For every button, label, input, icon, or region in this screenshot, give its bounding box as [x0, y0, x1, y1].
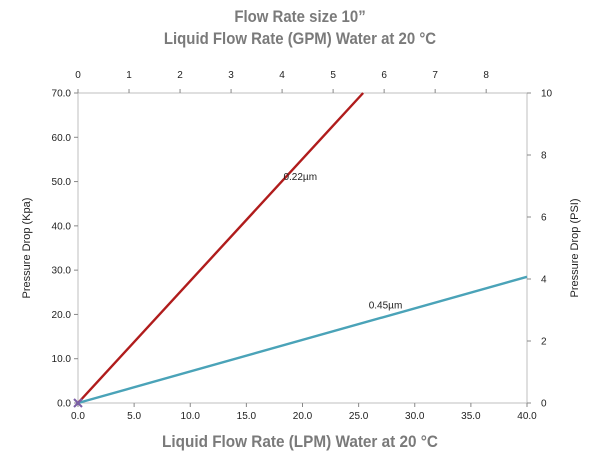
x2-tick-label: 5 — [330, 70, 336, 81]
x2-tick-label: 3 — [228, 70, 234, 81]
chart-title: Flow Rate size 10” — [234, 7, 366, 26]
y2-tick-label: 0 — [541, 399, 547, 410]
origin-marker — [73, 398, 83, 408]
x-tick-label: 15.0 — [237, 411, 257, 422]
series-line-b — [77, 275, 528, 405]
y2-tick-label: 8 — [541, 151, 547, 162]
y-tick-label: 50.0 — [52, 177, 72, 188]
chart-subtitle: Liquid Flow Rate (GPM) Water at 20 °C — [163, 29, 437, 48]
y-tick-label: 0.0 — [57, 399, 71, 410]
y2-tick-label: 6 — [541, 213, 547, 224]
series-label-0-45um: 0.45µm — [369, 301, 403, 312]
x-axis-title: Liquid Flow Rate (LPM) Water at 20 °C — [162, 432, 438, 451]
x-tick-label: 30.0 — [405, 411, 425, 422]
y2-tick-label: 2 — [541, 337, 547, 348]
plot-frame — [77, 92, 528, 404]
y-tick-label: 30.0 — [52, 266, 72, 277]
y-tick-label: 70.0 — [52, 89, 72, 100]
x-tick-label: 0.0 — [71, 411, 85, 422]
y2-axis-title: Pressure Drop (PSI) — [569, 198, 581, 297]
x-tick-label: 20.0 — [293, 411, 313, 422]
y-tick-label: 60.0 — [52, 133, 72, 144]
series-line-a — [77, 92, 364, 404]
x-tick-label: 10.0 — [181, 411, 201, 422]
x-tick-label: 35.0 — [461, 411, 481, 422]
x-tick-label: 40.0 — [517, 411, 537, 422]
x-tick-label: 5.0 — [127, 411, 141, 422]
series-label-0-22um: 0.22µm — [283, 172, 317, 183]
y-axis-title: Pressure Drop (Kpa) — [21, 198, 33, 299]
y-tick-label: 10.0 — [52, 354, 72, 365]
x2-tick-label: 8 — [483, 70, 489, 81]
chart-title-block: Flow Rate size 10” Liquid Flow Rate (GPM… — [0, 6, 600, 50]
y-tick-label: 20.0 — [52, 310, 72, 321]
x2-tick-label: 2 — [177, 70, 183, 81]
x2-tick-label: 7 — [432, 70, 438, 81]
y-tick-label: 40.0 — [52, 221, 72, 232]
y2-tick-label: 4 — [541, 275, 547, 286]
y2-tick-label: 10 — [541, 89, 553, 100]
x2-tick-label: 6 — [381, 70, 387, 81]
x2-tick-label: 1 — [126, 70, 132, 81]
x2-tick-label: 4 — [279, 70, 285, 81]
x2-tick-label: 0 — [75, 70, 81, 81]
x-tick-label: 25.0 — [349, 411, 369, 422]
